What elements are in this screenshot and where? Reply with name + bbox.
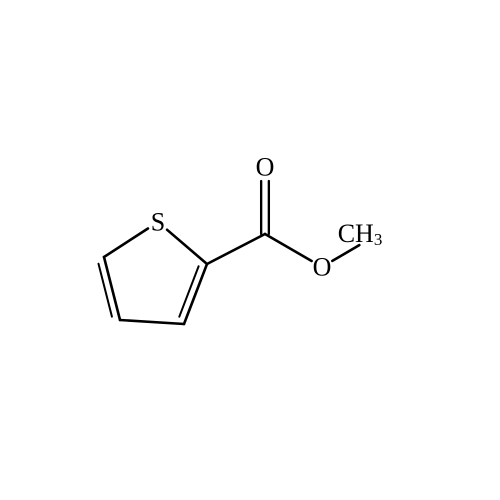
bond (167, 230, 207, 264)
bond (207, 234, 265, 264)
atom-label-O8: O (313, 253, 332, 282)
bond (265, 234, 312, 261)
bond (104, 229, 148, 257)
atom-label-O7: O (256, 153, 275, 182)
bond (332, 245, 359, 261)
atom-label-C9: CH3 (338, 219, 383, 249)
bond (98, 264, 111, 317)
bond (120, 320, 184, 324)
bond (104, 257, 120, 320)
atom-label-S: S (151, 208, 165, 237)
molecule-diagram: SOOCH3 (0, 0, 500, 500)
